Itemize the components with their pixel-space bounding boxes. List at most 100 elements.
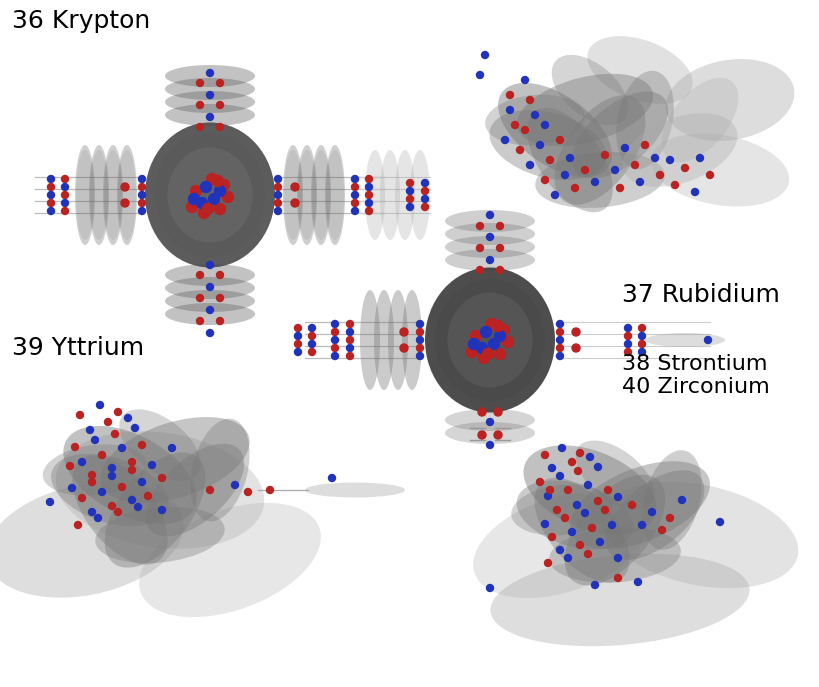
Ellipse shape [165,290,255,312]
Circle shape [231,482,238,488]
Ellipse shape [569,461,709,549]
Circle shape [558,444,565,451]
Circle shape [690,188,698,196]
Circle shape [131,425,138,431]
Circle shape [648,508,654,515]
Circle shape [294,333,301,339]
Ellipse shape [310,145,331,245]
Circle shape [222,192,233,203]
Circle shape [521,76,528,84]
Circle shape [61,207,69,214]
Circle shape [561,515,568,521]
Circle shape [138,207,145,214]
Circle shape [556,473,563,480]
Circle shape [144,493,152,499]
Text: 38 Strontium: 38 Strontium [622,354,767,374]
Ellipse shape [311,150,329,240]
Circle shape [601,506,608,513]
Circle shape [48,199,54,207]
Circle shape [611,166,618,174]
Text: 37 Rubidium: 37 Rubidium [622,283,779,307]
Ellipse shape [615,71,673,169]
Circle shape [556,352,563,359]
Ellipse shape [364,150,385,240]
Circle shape [351,199,358,207]
Circle shape [588,524,595,532]
Ellipse shape [650,133,788,207]
Circle shape [466,346,477,357]
Circle shape [197,80,203,87]
Circle shape [197,295,203,302]
Circle shape [308,333,315,339]
Circle shape [494,330,505,341]
Circle shape [594,497,601,504]
Circle shape [406,203,413,210]
Ellipse shape [326,150,344,240]
Circle shape [406,188,413,194]
Circle shape [48,207,54,214]
Circle shape [88,508,95,515]
Circle shape [506,106,513,113]
Circle shape [601,152,608,159]
Ellipse shape [434,279,545,401]
Circle shape [328,475,335,482]
Ellipse shape [72,455,167,565]
Circle shape [138,479,145,486]
Circle shape [108,502,115,510]
Circle shape [138,199,145,207]
Circle shape [486,234,493,240]
Circle shape [486,585,493,592]
Circle shape [61,199,69,207]
Circle shape [201,181,211,192]
Circle shape [624,333,631,339]
Circle shape [495,267,503,273]
Circle shape [516,146,523,153]
Circle shape [651,155,658,161]
Circle shape [351,207,358,214]
Circle shape [308,324,315,332]
Ellipse shape [564,475,664,585]
Ellipse shape [145,122,274,267]
Ellipse shape [139,503,320,617]
Circle shape [206,284,213,291]
Circle shape [571,185,577,192]
Ellipse shape [586,36,692,104]
Circle shape [365,183,372,190]
Circle shape [88,471,95,479]
Circle shape [486,319,497,330]
Circle shape [208,194,219,205]
Ellipse shape [360,290,379,390]
Circle shape [351,183,358,190]
Circle shape [206,330,213,337]
Circle shape [294,324,301,332]
Circle shape [291,199,299,207]
Ellipse shape [324,145,345,245]
Circle shape [506,91,513,98]
Circle shape [346,328,353,335]
Circle shape [595,539,603,545]
Circle shape [634,578,640,585]
Ellipse shape [165,104,255,126]
Circle shape [124,414,131,422]
Ellipse shape [447,293,532,387]
Ellipse shape [165,78,255,100]
Circle shape [638,324,645,332]
Circle shape [545,157,553,164]
Circle shape [198,207,209,218]
Ellipse shape [165,104,255,126]
Text: 40 Zirconium: 40 Zirconium [622,377,769,397]
Circle shape [636,179,643,185]
Circle shape [544,493,551,499]
Ellipse shape [75,145,95,245]
Ellipse shape [100,417,249,503]
Ellipse shape [283,145,303,245]
Circle shape [274,192,281,199]
Circle shape [480,326,491,337]
Circle shape [590,179,598,185]
Ellipse shape [56,431,264,549]
Ellipse shape [516,74,653,146]
Circle shape [168,444,175,451]
Circle shape [548,464,554,471]
Circle shape [406,179,413,186]
Ellipse shape [165,277,255,299]
